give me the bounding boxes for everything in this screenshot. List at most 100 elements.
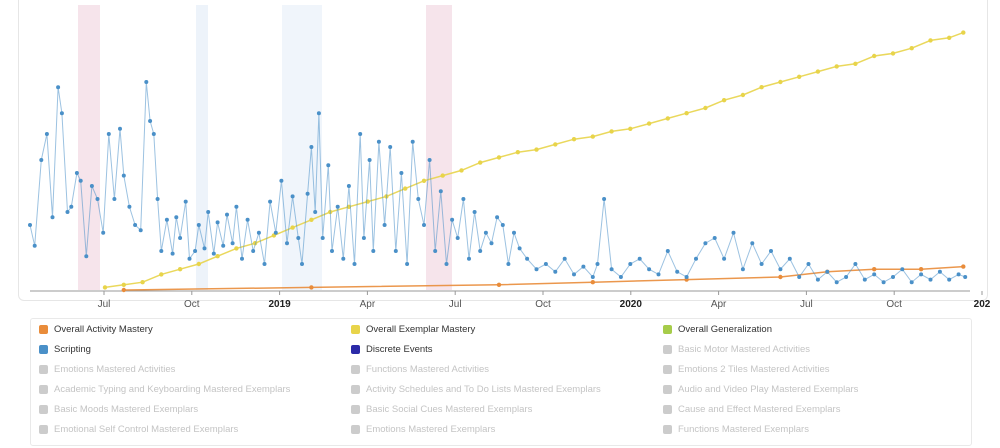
- legend-item[interactable]: Overall Generalization: [655, 319, 967, 339]
- legend-item[interactable]: Basic Social Cues Mastered Exemplars: [343, 399, 655, 419]
- data-point[interactable]: [478, 160, 483, 165]
- data-point[interactable]: [918, 267, 924, 272]
- data-point[interactable]: [234, 246, 239, 251]
- legend-item[interactable]: Academic Typing and Keyboarding Mastered…: [31, 379, 343, 399]
- data-point[interactable]: [28, 223, 32, 227]
- data-point[interactable]: [320, 236, 325, 240]
- legend-item[interactable]: Audio and Video Play Mastered Exemplars: [655, 379, 967, 399]
- data-point[interactable]: [225, 212, 229, 217]
- legend-item[interactable]: Cause and Effect Mastered Exemplars: [655, 399, 967, 419]
- data-point[interactable]: [703, 241, 708, 246]
- data-point[interactable]: [410, 139, 415, 144]
- data-point[interactable]: [405, 262, 410, 266]
- data-point[interactable]: [69, 204, 74, 209]
- data-point[interactable]: [872, 53, 877, 59]
- data-point[interactable]: [684, 275, 689, 279]
- data-point[interactable]: [32, 243, 37, 248]
- data-point[interactable]: [240, 256, 244, 261]
- data-point[interactable]: [300, 262, 304, 266]
- data-point[interactable]: [234, 204, 239, 209]
- data-point[interactable]: [151, 132, 156, 136]
- legend-item[interactable]: Functions Mastered Exemplars: [655, 419, 967, 439]
- legend-item[interactable]: Overall Exemplar Mastery: [343, 319, 655, 339]
- data-point[interactable]: [806, 262, 811, 266]
- data-point[interactable]: [963, 275, 968, 279]
- data-point[interactable]: [59, 111, 64, 116]
- data-point[interactable]: [450, 217, 455, 222]
- data-point[interactable]: [787, 256, 792, 261]
- data-point[interactable]: [618, 275, 623, 279]
- data-point[interactable]: [230, 241, 235, 246]
- data-point[interactable]: [215, 254, 220, 259]
- data-point[interactable]: [647, 267, 652, 272]
- data-point[interactable]: [388, 145, 393, 149]
- data-point[interactable]: [279, 178, 284, 183]
- data-point[interactable]: [665, 116, 670, 121]
- data-point[interactable]: [159, 249, 164, 253]
- data-point[interactable]: [309, 285, 314, 290]
- data-point[interactable]: [335, 204, 340, 209]
- legend-item[interactable]: Activity Schedules and To Do Lists Maste…: [343, 379, 655, 399]
- legend-item[interactable]: Functions Mastered Activities: [343, 359, 655, 379]
- data-point[interactable]: [251, 249, 256, 253]
- data-point[interactable]: [183, 199, 188, 204]
- data-point[interactable]: [609, 267, 614, 272]
- data-point[interactable]: [628, 126, 633, 131]
- data-point[interactable]: [572, 272, 576, 277]
- data-point[interactable]: [872, 272, 877, 277]
- data-point[interactable]: [656, 272, 661, 277]
- data-point[interactable]: [455, 236, 460, 240]
- data-point[interactable]: [478, 249, 483, 253]
- data-point[interactable]: [778, 267, 783, 272]
- data-point[interactable]: [872, 267, 877, 272]
- data-point[interactable]: [525, 256, 530, 261]
- data-point[interactable]: [416, 197, 421, 201]
- data-point[interactable]: [844, 275, 849, 279]
- data-point[interactable]: [797, 275, 802, 279]
- data-point[interactable]: [581, 264, 586, 269]
- data-point[interactable]: [177, 267, 183, 272]
- data-point[interactable]: [834, 280, 839, 285]
- data-point[interactable]: [95, 197, 100, 201]
- data-point[interactable]: [534, 267, 539, 272]
- data-point[interactable]: [164, 217, 169, 222]
- data-point[interactable]: [534, 147, 539, 152]
- data-point[interactable]: [393, 249, 398, 253]
- data-point[interactable]: [489, 241, 494, 246]
- data-point[interactable]: [159, 272, 164, 277]
- data-point[interactable]: [461, 197, 466, 201]
- legend-item[interactable]: Emotions Mastered Exemplars: [343, 419, 655, 439]
- data-point[interactable]: [39, 158, 44, 162]
- data-point[interactable]: [517, 246, 522, 251]
- data-point[interactable]: [211, 251, 216, 256]
- data-point[interactable]: [127, 204, 132, 209]
- data-point[interactable]: [675, 269, 680, 274]
- data-point[interactable]: [121, 282, 127, 287]
- data-point[interactable]: [50, 215, 55, 220]
- data-point[interactable]: [543, 262, 548, 266]
- data-point[interactable]: [121, 173, 126, 178]
- data-point[interactable]: [609, 129, 614, 134]
- data-point[interactable]: [815, 277, 820, 282]
- data-point[interactable]: [909, 46, 914, 51]
- data-point[interactable]: [346, 184, 351, 188]
- data-point[interactable]: [637, 256, 642, 261]
- data-point[interactable]: [778, 274, 783, 280]
- data-point[interactable]: [797, 74, 802, 80]
- data-point[interactable]: [815, 69, 821, 74]
- data-point[interactable]: [602, 197, 607, 201]
- data-point[interactable]: [138, 228, 143, 233]
- data-point[interactable]: [712, 236, 717, 240]
- data-point[interactable]: [102, 285, 108, 290]
- data-point[interactable]: [341, 256, 346, 261]
- data-point[interactable]: [694, 256, 698, 261]
- data-point[interactable]: [825, 269, 830, 274]
- data-point[interactable]: [646, 121, 652, 126]
- data-point[interactable]: [155, 197, 160, 201]
- data-point[interactable]: [174, 215, 179, 220]
- legend-item[interactable]: Basic Motor Mastered Activities: [655, 339, 967, 359]
- data-point[interactable]: [444, 262, 449, 266]
- data-point[interactable]: [422, 223, 426, 227]
- data-point[interactable]: [202, 246, 207, 251]
- data-point[interactable]: [495, 215, 500, 220]
